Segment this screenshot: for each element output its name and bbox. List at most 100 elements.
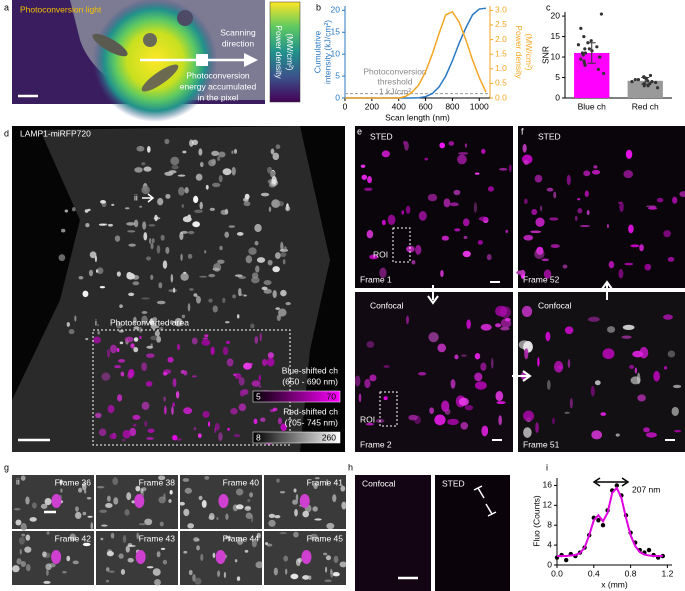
blob bbox=[283, 246, 287, 253]
blob bbox=[201, 339, 211, 346]
data-point bbox=[633, 77, 637, 82]
blob bbox=[150, 343, 153, 349]
blob bbox=[332, 572, 340, 577]
blob bbox=[178, 186, 185, 196]
blob bbox=[150, 274, 154, 280]
blob bbox=[75, 506, 79, 512]
x-tick-label: 1000 bbox=[470, 101, 489, 111]
flow-arrow bbox=[427, 285, 439, 305]
blob-layer bbox=[12, 138, 685, 586]
blob bbox=[228, 535, 231, 542]
data-point bbox=[614, 483, 619, 488]
blob bbox=[299, 494, 310, 508]
blob bbox=[160, 234, 165, 241]
blob bbox=[534, 248, 545, 259]
blob bbox=[20, 560, 27, 568]
annotation: 207 nm bbox=[632, 484, 660, 494]
blob bbox=[132, 281, 140, 286]
blob bbox=[164, 171, 174, 176]
blob bbox=[146, 145, 151, 153]
data-point bbox=[648, 82, 652, 86]
blob bbox=[180, 272, 189, 281]
blob bbox=[623, 170, 634, 179]
blob bbox=[535, 217, 545, 227]
blob bbox=[594, 380, 601, 386]
blob bbox=[367, 176, 372, 184]
blob bbox=[122, 535, 127, 543]
blob bbox=[253, 418, 258, 425]
marker: ii bbox=[16, 476, 20, 486]
blob bbox=[238, 293, 244, 296]
blob bbox=[114, 365, 122, 369]
blob bbox=[145, 256, 152, 261]
data-point bbox=[596, 518, 601, 523]
blob bbox=[534, 174, 543, 183]
blob bbox=[141, 487, 147, 492]
annotation: in the pixel bbox=[198, 92, 239, 102]
data-point bbox=[590, 49, 594, 53]
blob bbox=[172, 434, 178, 441]
blob bbox=[171, 406, 174, 415]
mode-label: STED bbox=[370, 131, 393, 141]
blob bbox=[51, 494, 62, 508]
y-tick-label: 8 bbox=[547, 519, 552, 529]
blob bbox=[260, 417, 266, 422]
blob bbox=[194, 577, 202, 585]
image-e bbox=[355, 126, 513, 288]
blob bbox=[74, 511, 82, 520]
blob bbox=[553, 191, 557, 199]
blob bbox=[450, 379, 456, 389]
blob bbox=[129, 427, 137, 437]
blob bbox=[462, 250, 471, 258]
blob bbox=[32, 502, 37, 509]
fit-line bbox=[557, 486, 663, 558]
blob bbox=[552, 417, 555, 425]
annotation: threshold bbox=[378, 76, 413, 86]
blob bbox=[143, 232, 148, 241]
blob bbox=[142, 221, 147, 230]
blob bbox=[441, 400, 450, 412]
blob bbox=[428, 332, 439, 343]
blob bbox=[458, 397, 469, 406]
blob bbox=[15, 519, 22, 526]
blob bbox=[624, 262, 634, 266]
blob bbox=[165, 193, 171, 199]
y-tick-label: 20 bbox=[331, 5, 341, 15]
blob bbox=[128, 243, 136, 247]
blob bbox=[267, 166, 273, 174]
mode-label: Confocal bbox=[362, 478, 396, 488]
blob bbox=[263, 288, 272, 294]
blob bbox=[496, 401, 506, 405]
blob bbox=[200, 553, 204, 562]
blob bbox=[202, 337, 209, 340]
blob bbox=[84, 209, 89, 213]
blob bbox=[116, 347, 120, 353]
y-tick-label: 0 bbox=[547, 559, 552, 569]
panel-label: h bbox=[348, 462, 353, 472]
blob bbox=[593, 165, 598, 169]
series-line bbox=[345, 7, 487, 99]
blob bbox=[245, 512, 253, 519]
blob bbox=[369, 374, 377, 382]
blob bbox=[251, 539, 257, 548]
blob bbox=[324, 579, 332, 583]
blob bbox=[302, 575, 310, 580]
blob bbox=[99, 509, 108, 513]
blob bbox=[574, 215, 578, 221]
blob bbox=[196, 538, 200, 542]
blob bbox=[314, 518, 322, 521]
blob bbox=[341, 501, 347, 510]
blob bbox=[672, 384, 682, 389]
blob bbox=[133, 219, 139, 228]
blob bbox=[131, 500, 136, 504]
channel-label: (705- 745 nm) bbox=[285, 417, 339, 427]
blob bbox=[168, 499, 172, 503]
data-point bbox=[655, 86, 660, 90]
blob bbox=[74, 315, 77, 322]
blob bbox=[672, 196, 678, 204]
blob bbox=[72, 560, 79, 565]
blob bbox=[591, 430, 603, 440]
blob bbox=[139, 205, 143, 208]
blob bbox=[72, 207, 76, 212]
cell-shape bbox=[12, 126, 330, 452]
